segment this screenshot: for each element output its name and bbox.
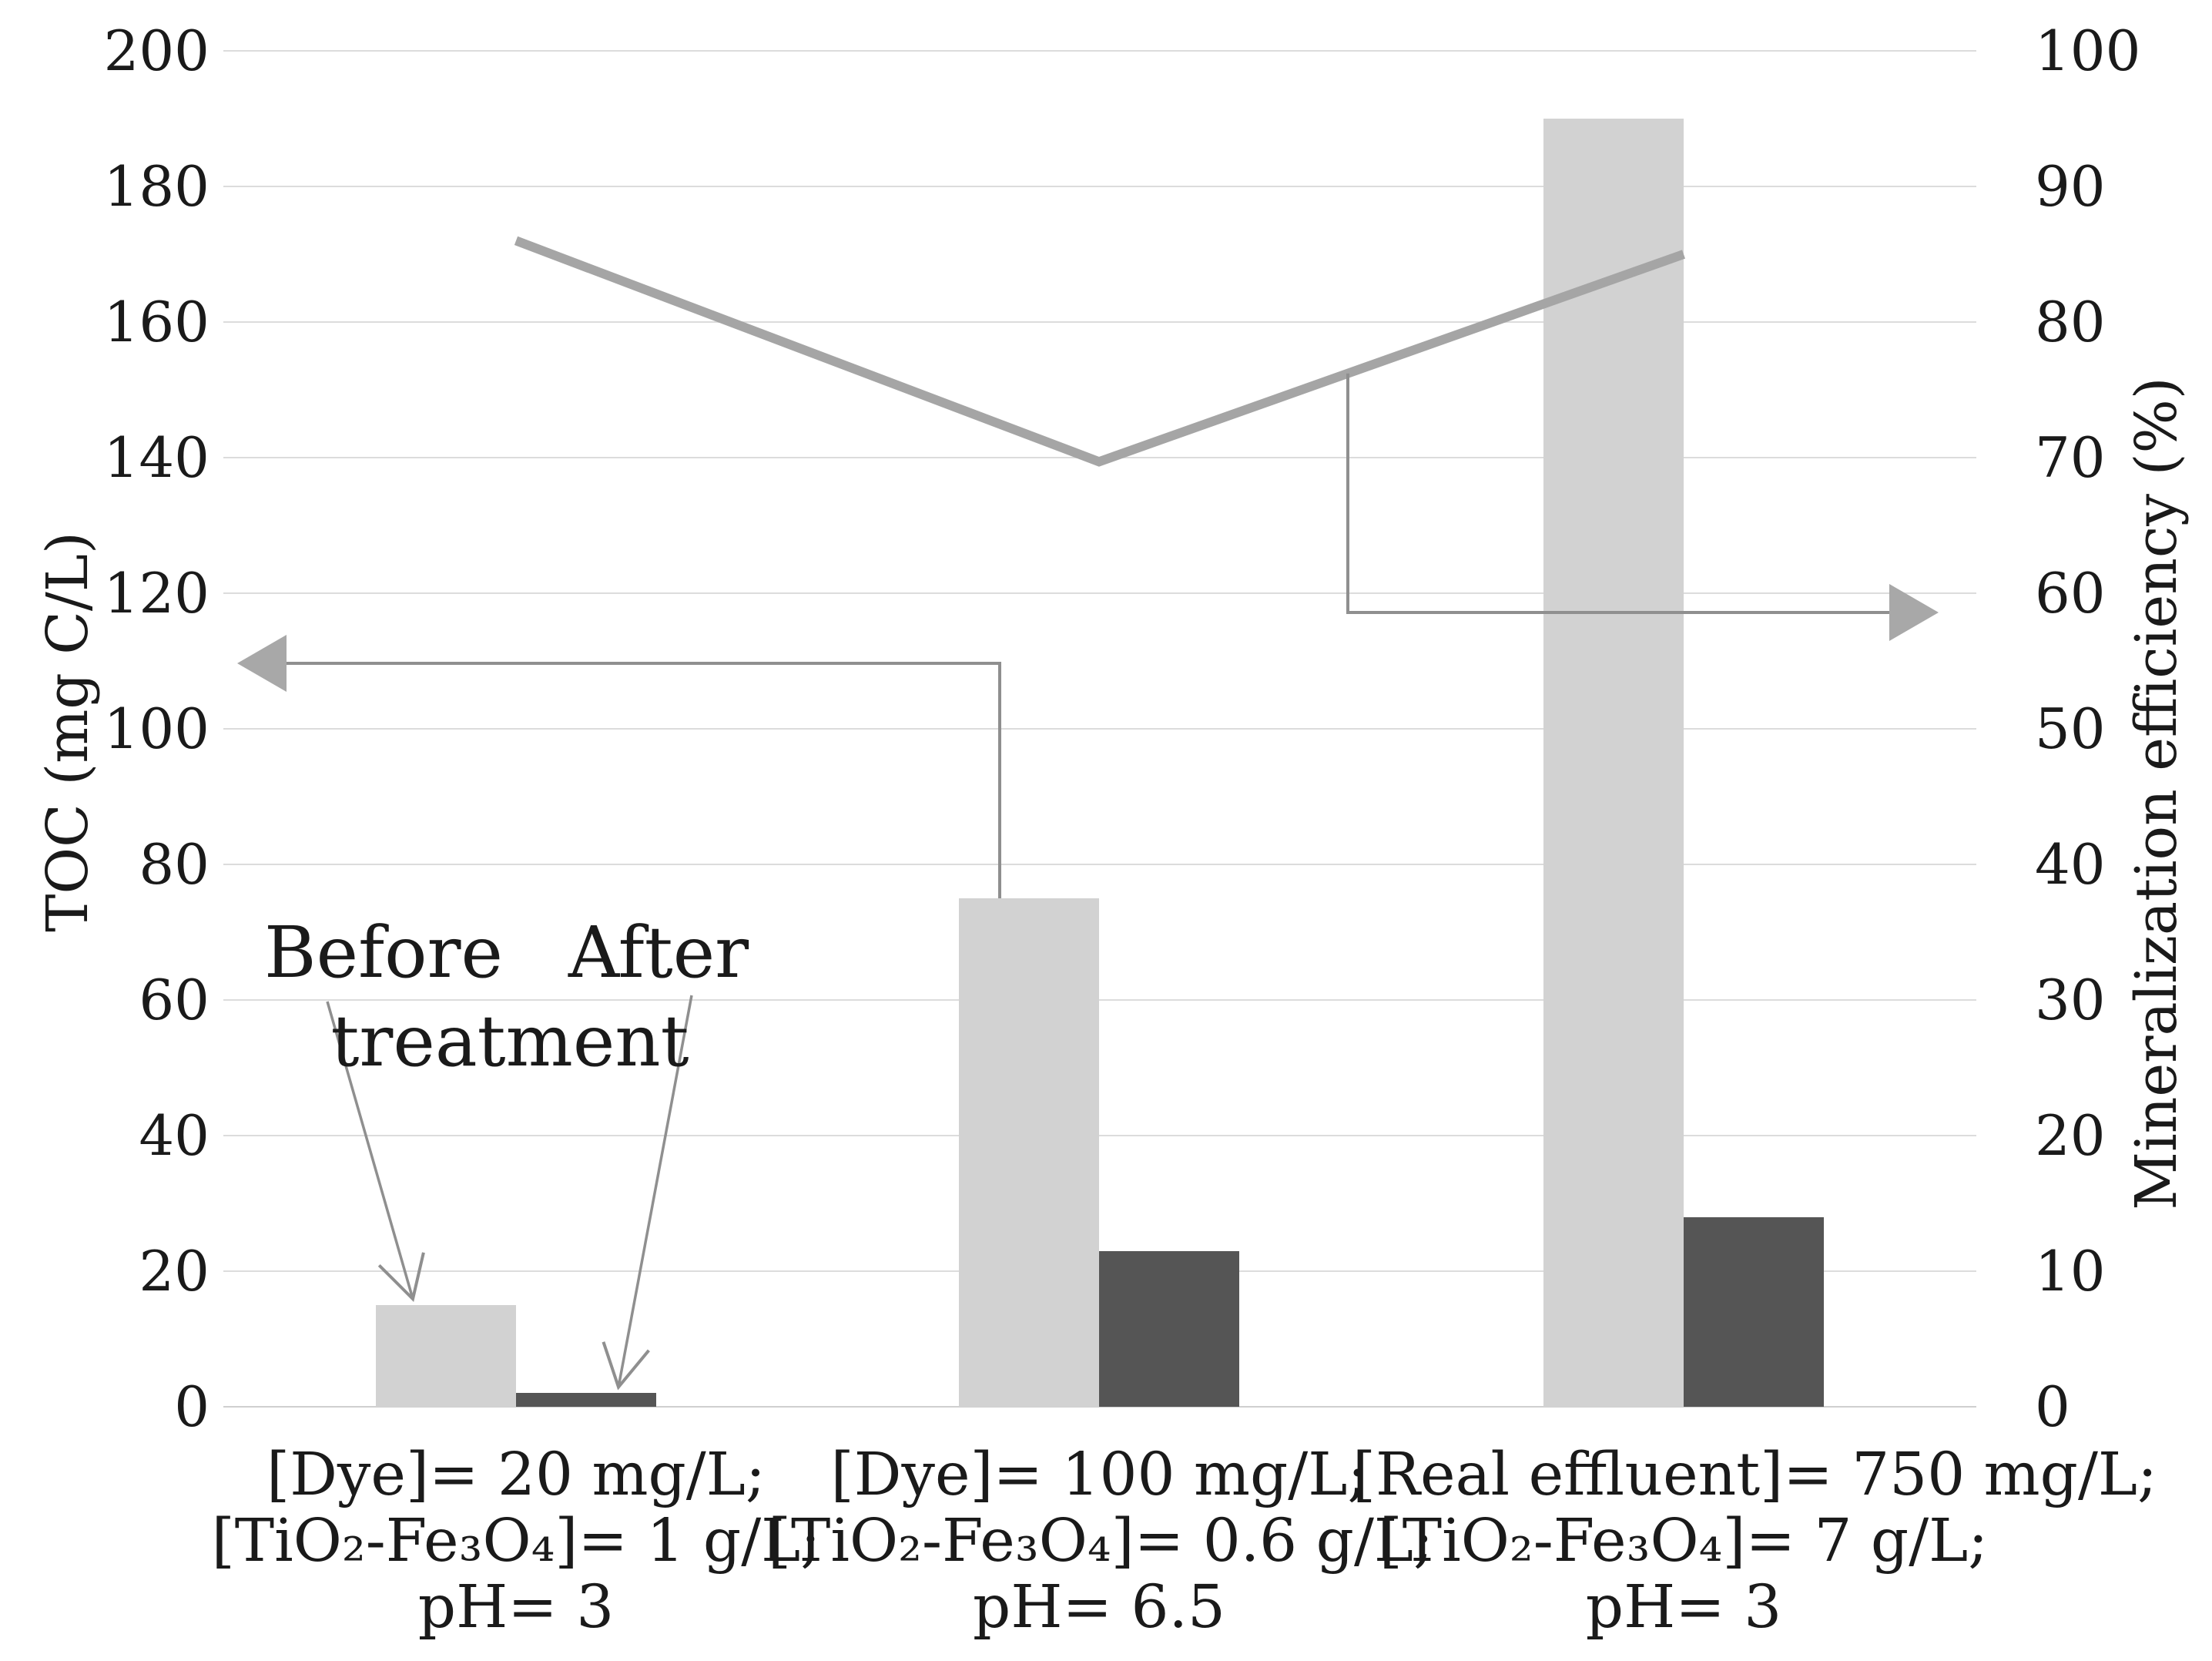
category-label-group3: [Real effluent]= 750 mg/L; [TiO₂-Fe₃O₄]= … xyxy=(1352,1441,2157,1642)
category-label-group2-line2: [TiO₂-Fe₃O₄]= 0.6 g/L; xyxy=(768,1507,1433,1575)
right-axis-pointer-line xyxy=(1346,373,1891,614)
gridline-160 xyxy=(223,321,1976,323)
right-tick-label-100: 100 xyxy=(2035,18,2141,83)
gridline-100 xyxy=(223,728,1976,730)
gridline-80 xyxy=(223,864,1976,865)
left-tick-label-100: 100 xyxy=(103,696,209,761)
annotation-treatment-label: treatment xyxy=(330,1000,689,1082)
left-axis-pointer-line xyxy=(282,662,1001,898)
category-label-group1-line2: [TiO₂-Fe₃O₄]= 1 g/L; xyxy=(211,1507,821,1575)
category-label-group3-line3: pH= 3 xyxy=(1585,1573,1782,1642)
right-tick-label-90: 90 xyxy=(2035,154,2106,219)
annotation-after-label: After xyxy=(568,911,749,994)
gridline-200 xyxy=(223,50,1976,52)
right-tick-label-20: 20 xyxy=(2035,1103,2106,1168)
category-label-group3-line2: [TiO₂-Fe₃O₄]= 7 g/L; xyxy=(1379,1507,1989,1575)
bar-before-treatment-group3 xyxy=(1543,119,1684,1407)
gridline-40 xyxy=(223,1135,1976,1136)
before-annotation-arrow-icon xyxy=(326,1001,425,1302)
right-arrow-icon xyxy=(1889,584,1939,641)
bar-before-treatment-group2 xyxy=(959,898,1099,1407)
left-tick-label-80: 80 xyxy=(139,832,209,897)
right-tick-label-30: 30 xyxy=(2035,968,2106,1032)
category-label-group2: [Dye]= 100 mg/L; [TiO₂-Fe₃O₄]= 0.6 g/L; pH… xyxy=(768,1441,1433,1642)
left-tick-label-120: 120 xyxy=(103,561,209,626)
category-label-group1: [Dye]= 20 mg/L; [TiO₂-Fe₃O₄]= 1 g/L; pH= 3 xyxy=(185,1442,847,1641)
category-label-group1-line3: pH= 3 xyxy=(417,1573,615,1642)
category-label-group2-line3: pH= 6.5 xyxy=(973,1573,1225,1642)
left-tick-label-60: 60 xyxy=(139,968,209,1032)
bar-after-treatment-group1 xyxy=(516,1393,656,1407)
left-arrow-icon xyxy=(237,635,287,692)
right-tick-label-60: 60 xyxy=(2035,561,2106,626)
right-tick-label-80: 80 xyxy=(2035,290,2106,354)
left-tick-label-20: 20 xyxy=(139,1239,209,1304)
bar-before-treatment-group1 xyxy=(376,1305,516,1407)
after-annotation-arrow-icon xyxy=(602,995,693,1391)
category-label-group1-line1: [Dye]= 20 mg/L; xyxy=(266,1441,766,1509)
right-tick-label-0: 0 xyxy=(2035,1374,2070,1439)
gridline-180 xyxy=(223,186,1976,187)
left-tick-label-180: 180 xyxy=(103,154,209,219)
bar-after-treatment-group2 xyxy=(1099,1250,1239,1407)
gridline-60 xyxy=(223,999,1976,1001)
gridline-120 xyxy=(223,592,1976,594)
left-tick-label-0: 0 xyxy=(174,1374,209,1439)
right-tick-label-10: 10 xyxy=(2035,1239,2106,1304)
category-label-group2-line1: [Dye]= 100 mg/L; xyxy=(830,1441,1368,1509)
gridline-0 xyxy=(223,1406,1976,1408)
category-label-group3-line1: [Real effluent]= 750 mg/L; xyxy=(1352,1441,2157,1509)
right-tick-label-50: 50 xyxy=(2035,696,2106,761)
right-tick-label-70: 70 xyxy=(2035,425,2106,490)
left-tick-label-40: 40 xyxy=(139,1103,209,1168)
efficiency-line-series xyxy=(514,236,1686,467)
left-tick-label-160: 160 xyxy=(103,290,209,354)
annotation-before-label: Before xyxy=(264,911,503,994)
right-tick-label-40: 40 xyxy=(2035,832,2106,897)
left-tick-label-200: 200 xyxy=(103,18,209,83)
bar-after-treatment-group3 xyxy=(1684,1216,1824,1407)
left-tick-label-140: 140 xyxy=(103,425,209,490)
